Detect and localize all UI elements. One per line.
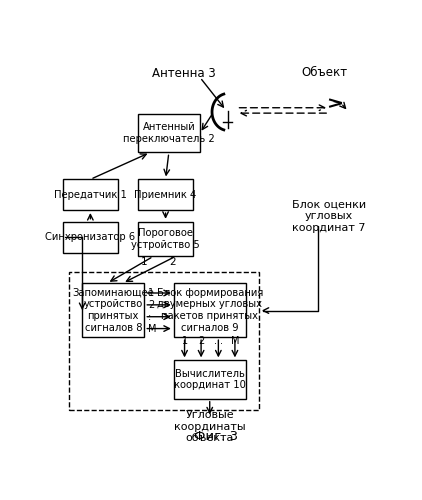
Text: ...: ... [214,336,223,346]
Bar [69,272,259,410]
Bar [138,180,193,210]
Bar [138,222,193,256]
Text: M: M [148,324,157,334]
Text: :: : [148,312,151,322]
Bar [82,284,144,337]
Text: Блок формирования
двумерных угловых
пакетов принятых
сигналов 9: Блок формирования двумерных угловых паке… [157,288,263,333]
Text: Угловые
координаты
объекта: Угловые координаты объекта [174,410,246,443]
Text: 1: 1 [181,336,188,346]
Text: Блок оценки
угловых
координат 7: Блок оценки угловых координат 7 [292,200,366,232]
Bar [62,222,118,252]
Text: Приемник 4: Приемник 4 [135,190,197,200]
Text: 2: 2 [148,300,154,310]
Text: 1: 1 [141,257,148,267]
Text: 2: 2 [169,257,176,267]
Text: Синхронизатор 6: Синхронизатор 6 [45,232,135,242]
Text: Фиг. 3: Фиг. 3 [194,430,238,443]
Bar [174,360,246,399]
Text: 1: 1 [148,288,154,298]
Text: Пороговое
устройство 5: Пороговое устройство 5 [131,228,200,250]
Text: M: M [231,336,239,346]
Text: Объект: Объект [301,66,347,79]
Text: Передатчик 1: Передатчик 1 [54,190,127,200]
Text: Антенна 3: Антенна 3 [151,67,216,80]
Bar [62,180,118,210]
Text: Антенный
переключатель 2: Антенный переключатель 2 [123,122,215,144]
Text: Запоминающее
устройство
принятых
сигналов 8: Запоминающее устройство принятых сигнало… [72,288,154,333]
Bar [174,284,246,337]
Bar [138,114,200,152]
Text: Вычислитель
координат 10: Вычислитель координат 10 [174,369,246,390]
Text: 2: 2 [198,336,204,346]
